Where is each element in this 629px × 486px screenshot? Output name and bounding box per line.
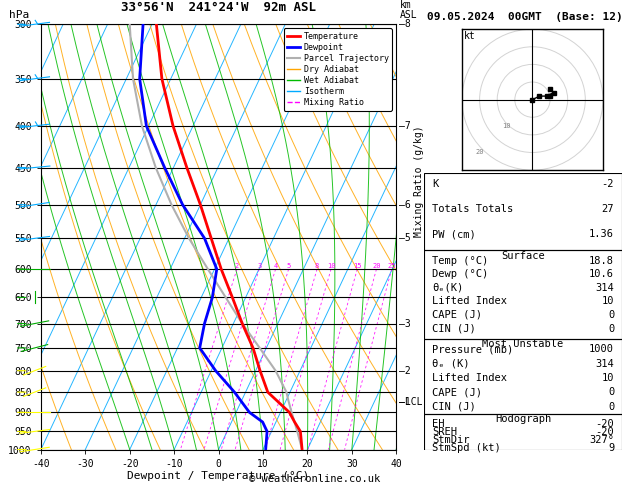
Text: –5: –5 <box>399 233 411 243</box>
Text: 0: 0 <box>608 310 614 320</box>
Text: θₑ(K): θₑ(K) <box>432 283 463 293</box>
Text: 3: 3 <box>257 263 261 269</box>
Text: Hodograph: Hodograph <box>495 414 551 424</box>
Legend: Temperature, Dewpoint, Parcel Trajectory, Dry Adiabat, Wet Adiabat, Isotherm, Mi: Temperature, Dewpoint, Parcel Trajectory… <box>284 29 392 111</box>
Bar <box>424 339 622 414</box>
Text: –6: –6 <box>399 200 411 210</box>
Text: 314: 314 <box>596 359 614 369</box>
Text: 20: 20 <box>372 263 381 269</box>
Text: CIN (J): CIN (J) <box>432 324 476 333</box>
Text: -20: -20 <box>596 419 614 429</box>
Text: 27: 27 <box>602 205 614 214</box>
Text: Lifted Index: Lifted Index <box>432 296 507 306</box>
Text: 0: 0 <box>608 324 614 333</box>
Text: 1.36: 1.36 <box>589 229 614 239</box>
Text: 8: 8 <box>315 263 319 269</box>
Bar <box>424 173 622 250</box>
Text: 20: 20 <box>476 150 484 156</box>
Text: 33°56'N  241°24'W  92m ASL: 33°56'N 241°24'W 92m ASL <box>121 0 316 14</box>
Text: –2: –2 <box>399 366 411 376</box>
Text: Totals Totals: Totals Totals <box>432 205 513 214</box>
Text: 18.8: 18.8 <box>589 256 614 266</box>
Text: Mixing Ratio (g/kg): Mixing Ratio (g/kg) <box>415 125 425 237</box>
Text: kt: kt <box>464 31 476 41</box>
Text: 4: 4 <box>274 263 277 269</box>
Text: © weatheronline.co.uk: © weatheronline.co.uk <box>249 473 380 484</box>
Text: K: K <box>432 179 438 190</box>
Text: Lifted Index: Lifted Index <box>432 373 507 383</box>
Text: EH: EH <box>432 419 444 429</box>
Text: Temp (°C): Temp (°C) <box>432 256 488 266</box>
Text: StmSpd (kt): StmSpd (kt) <box>432 443 501 453</box>
Text: hPa: hPa <box>9 10 29 20</box>
Text: CIN (J): CIN (J) <box>432 402 476 412</box>
Text: 10: 10 <box>502 123 510 129</box>
Text: Most Unstable: Most Unstable <box>482 339 564 349</box>
Text: Dewp (°C): Dewp (°C) <box>432 269 488 279</box>
Text: 10.6: 10.6 <box>589 269 614 279</box>
X-axis label: Dewpoint / Temperature (°C): Dewpoint / Temperature (°C) <box>128 471 309 481</box>
Text: 0: 0 <box>608 387 614 398</box>
Text: 5: 5 <box>286 263 291 269</box>
Text: –3: –3 <box>399 318 411 329</box>
Text: –8: –8 <box>399 19 411 29</box>
Text: 1000: 1000 <box>589 344 614 354</box>
Text: 314: 314 <box>596 283 614 293</box>
Text: -2: -2 <box>602 179 614 190</box>
Text: CAPE (J): CAPE (J) <box>432 387 482 398</box>
Text: –LCL: –LCL <box>399 398 423 407</box>
Text: 10: 10 <box>602 296 614 306</box>
Text: PW (cm): PW (cm) <box>432 229 476 239</box>
Text: –1: –1 <box>399 398 411 407</box>
Bar <box>424 250 622 339</box>
Text: 10: 10 <box>602 373 614 383</box>
Text: SREH: SREH <box>432 427 457 437</box>
Text: θₑ (K): θₑ (K) <box>432 359 469 369</box>
Text: 0: 0 <box>608 402 614 412</box>
Text: 9: 9 <box>608 443 614 453</box>
Text: -20: -20 <box>596 427 614 437</box>
Text: km
ASL: km ASL <box>400 0 418 20</box>
Text: Pressure (mb): Pressure (mb) <box>432 344 513 354</box>
Text: Surface: Surface <box>501 251 545 260</box>
Bar <box>424 414 622 450</box>
Text: 09.05.2024  00GMT  (Base: 12): 09.05.2024 00GMT (Base: 12) <box>427 12 623 22</box>
Text: –7: –7 <box>399 121 411 131</box>
Text: 2: 2 <box>235 263 239 269</box>
Text: 327°: 327° <box>589 435 614 445</box>
Text: 10: 10 <box>327 263 335 269</box>
Text: 15: 15 <box>353 263 362 269</box>
Text: 25: 25 <box>387 263 396 269</box>
Text: CAPE (J): CAPE (J) <box>432 310 482 320</box>
Text: StmDir: StmDir <box>432 435 469 445</box>
